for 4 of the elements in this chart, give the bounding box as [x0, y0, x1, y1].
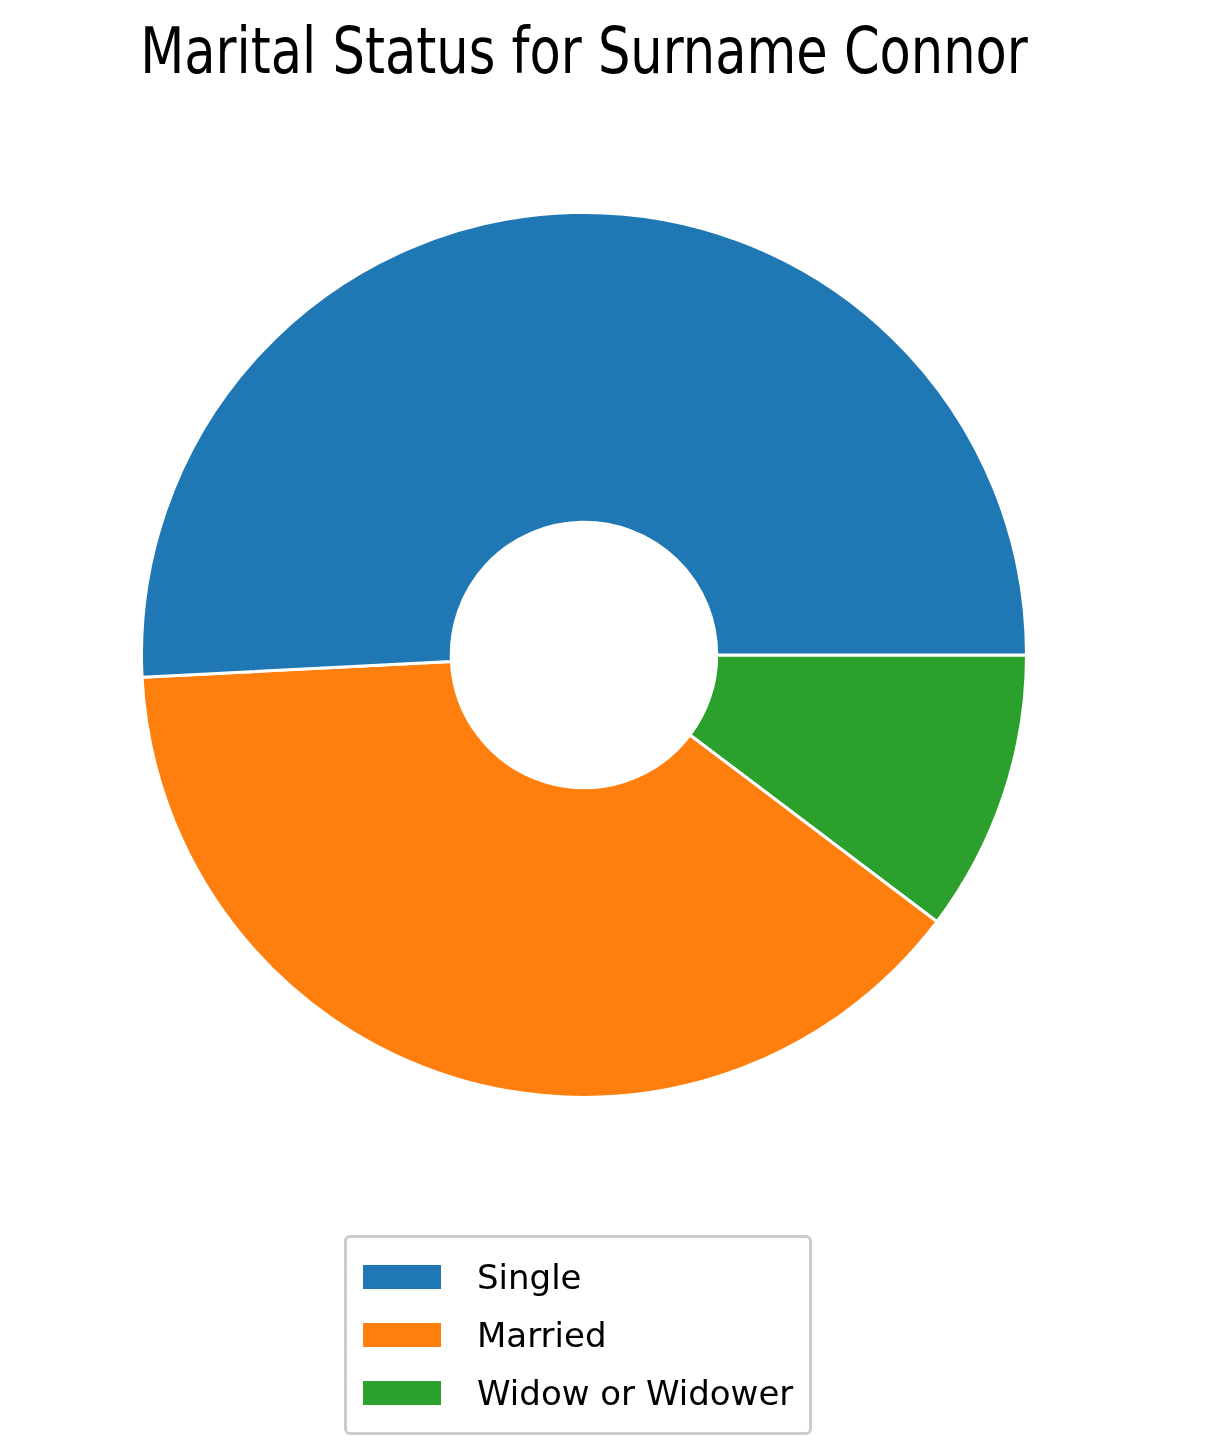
chart-title: Marital Status for Surname Connor	[140, 13, 1029, 89]
legend-label: Single	[477, 1257, 582, 1297]
legend-label: Married	[477, 1315, 607, 1355]
legend-label: Widow or Widower	[477, 1373, 794, 1413]
